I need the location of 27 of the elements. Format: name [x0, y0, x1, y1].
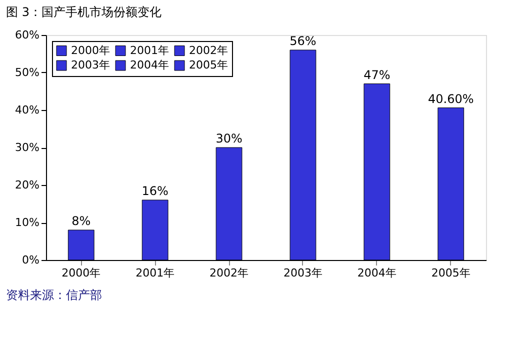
text: 资料来源：信产部: [6, 288, 102, 302]
legend-label: 2000年: [71, 44, 110, 57]
y-tick-label: 0%: [22, 254, 40, 266]
y-tick-label: 50%: [15, 66, 40, 79]
data-label: 16%: [142, 184, 168, 198]
y-tick-label: 60%: [15, 28, 40, 42]
legend-label: 2005年: [189, 58, 228, 72]
data-label: 40.60%: [428, 92, 474, 106]
x-tick-label: 2002年: [210, 266, 249, 280]
legend-label: 2001年: [130, 44, 169, 57]
y-tick-label: 10%: [15, 216, 40, 229]
data-label: 47%: [364, 68, 390, 82]
data-label: 56%: [290, 34, 316, 48]
legend-label: 2003年: [71, 58, 110, 72]
chart-title: 图 3：国产手机市场份额变化: [6, 5, 162, 19]
x-tick-label: 2004年: [357, 266, 396, 280]
y-tick-label: 30%: [15, 141, 40, 154]
legend-label: 2004年: [130, 58, 169, 72]
y-tick-label: 40%: [15, 104, 40, 116]
x-tick-label: 2000年: [62, 266, 101, 280]
legend-label: 2002年: [189, 44, 228, 57]
data-label: 8%: [72, 214, 91, 228]
data-label: 30%: [216, 132, 242, 146]
y-tick-label: 20%: [15, 178, 40, 192]
x-tick-label: 2001年: [136, 266, 175, 280]
x-tick-label: 2003年: [283, 266, 322, 280]
x-tick-label: 2005年: [431, 266, 470, 280]
